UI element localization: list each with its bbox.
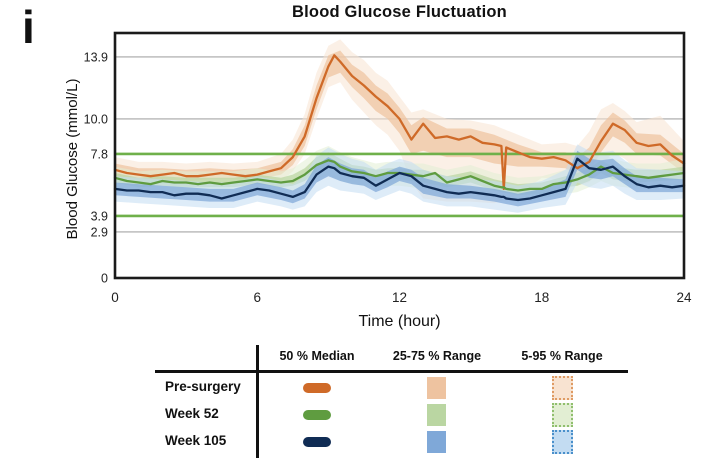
median-swatch-week-52	[303, 410, 331, 420]
legend-row-week-105: Week 105	[150, 428, 650, 455]
svg-text:2.9: 2.9	[91, 225, 108, 239]
legend-row-label: Week 105	[165, 433, 227, 448]
legend-vertical-divider	[256, 345, 259, 458]
svg-text:7.8: 7.8	[91, 147, 108, 161]
x-axis-label: Time (hour)	[358, 313, 441, 330]
svg-text:10.0: 10.0	[84, 112, 108, 126]
svg-text:0: 0	[101, 272, 108, 286]
median-swatch-week-105	[303, 437, 331, 447]
svg-text:18: 18	[534, 290, 549, 305]
svg-text:12: 12	[392, 290, 407, 305]
svg-text:6: 6	[253, 290, 261, 305]
legend-row-label: Pre-surgery	[165, 379, 241, 394]
svg-text:0: 0	[111, 290, 119, 305]
legend-column-header-5-95-range: 5-95 % Range	[521, 349, 603, 363]
legend-column-header-25-75-range: 25-75 % Range	[392, 349, 482, 363]
range-5-95-swatch-week-52	[552, 403, 573, 427]
legend-table: 50 % Median 25-75 % Range 5-95 % Range P…	[150, 344, 650, 463]
range-25-75-swatch-week-52	[427, 404, 446, 426]
panel-label: i	[22, 1, 35, 53]
range-5-95-swatch-pre-surgery	[552, 376, 573, 400]
legend-column-header-median: 50 % Median	[279, 349, 355, 363]
legend-horizontal-divider	[155, 370, 628, 373]
legend-row-pre-surgery: Pre-surgery	[150, 374, 650, 401]
chart-title: Blood Glucose Fluctuation	[292, 3, 507, 21]
svg-text:3.9: 3.9	[91, 209, 108, 223]
range-5-95-swatch-week-105	[552, 430, 573, 454]
blood-glucose-chart: 13.9 10.0 7.8 3.9 2.9 00 6 12 18 24	[84, 31, 692, 305]
range-25-75-swatch-week-105	[427, 431, 446, 453]
median-swatch-pre-surgery	[303, 383, 331, 393]
legend-row-label: Week 52	[165, 406, 219, 421]
svg-text:24: 24	[676, 290, 692, 305]
legend-row-week-52: Week 52	[150, 401, 650, 428]
range-25-75-swatch-pre-surgery	[427, 377, 446, 399]
svg-text:13.9: 13.9	[84, 50, 108, 64]
